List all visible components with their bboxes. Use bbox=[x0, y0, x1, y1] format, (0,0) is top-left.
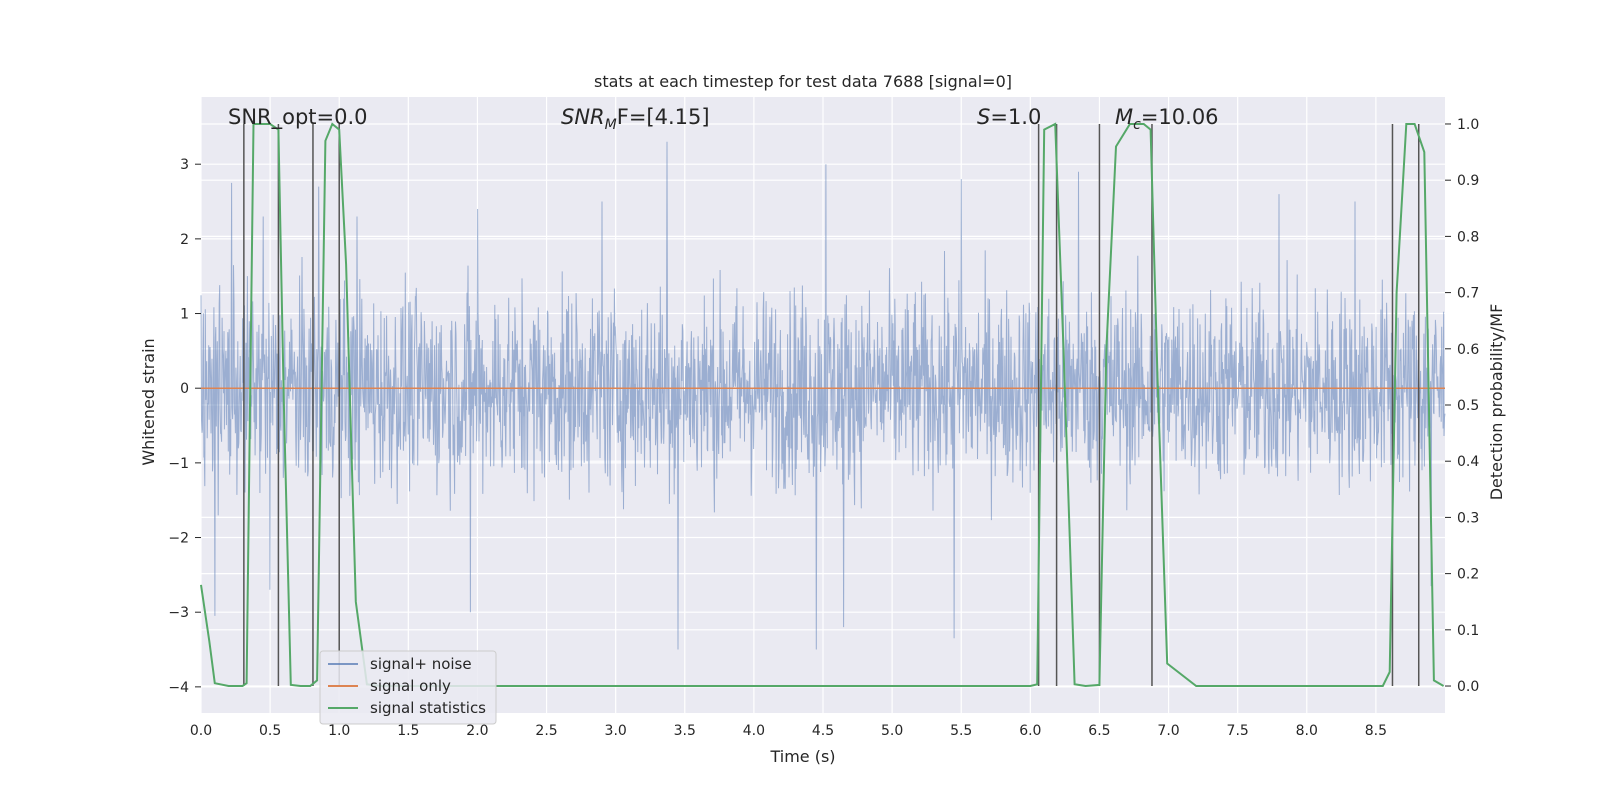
x-tick-label: 4.5 bbox=[812, 723, 834, 739]
y2-tick-label: 0.3 bbox=[1457, 510, 1479, 526]
x-tick-label: 2.5 bbox=[535, 723, 557, 739]
annotation-s-value: =1.0 bbox=[990, 105, 1041, 129]
y2-tick-label: 0.9 bbox=[1457, 173, 1479, 189]
x-tick-label: 3.0 bbox=[605, 723, 627, 739]
legend-label-signal-only: signal only bbox=[370, 677, 451, 695]
x-tick-label: 1.0 bbox=[328, 723, 350, 739]
x-tick-label: 7.5 bbox=[1227, 723, 1249, 739]
y2-tick-label: 0.1 bbox=[1457, 623, 1479, 639]
x-tick-label: 3.5 bbox=[674, 723, 696, 739]
vertical-markers bbox=[243, 123, 1420, 687]
annotation-snr-mf: SNRMF=[4.15] bbox=[561, 105, 710, 133]
x-tick-label: 8.0 bbox=[1296, 723, 1318, 739]
y2-tick-label: 0.8 bbox=[1457, 229, 1479, 245]
y-tick-label: 1 bbox=[180, 307, 189, 323]
y2-tick-label: 0.4 bbox=[1457, 454, 1479, 470]
series-signal-noise bbox=[200, 141, 1446, 650]
x-tick-label: 6.0 bbox=[1019, 723, 1041, 739]
annotation-snr-mf-value: F=[4.15] bbox=[617, 105, 710, 129]
y-tick-label: 0 bbox=[180, 381, 189, 397]
annotation-snr-mf-subscript: M bbox=[605, 117, 617, 133]
legend-label-signal-noise: signal+ noise bbox=[370, 655, 472, 673]
y-tick-label: −2 bbox=[168, 531, 189, 547]
annotation-mc-symbol: M bbox=[1115, 105, 1133, 129]
annotation-mc: Mc=10.06 bbox=[1115, 105, 1219, 133]
x-tick-label: 1.5 bbox=[397, 723, 419, 739]
x-tick-label: 2.0 bbox=[466, 723, 488, 739]
noise-trace-line bbox=[200, 141, 1446, 650]
y2-tick-label: 1.0 bbox=[1457, 117, 1479, 133]
annotation-s-symbol: S bbox=[977, 105, 990, 129]
annotation-snr-opt: SNR_opt=0.0 bbox=[228, 105, 368, 130]
x-tick-label: 0.0 bbox=[190, 723, 212, 739]
legend-label-signal-statistics: signal statistics bbox=[370, 699, 486, 717]
y2-tick-label: 0.2 bbox=[1457, 567, 1479, 583]
y-tick-label: 2 bbox=[180, 232, 189, 248]
y-tick-label: −4 bbox=[168, 680, 189, 696]
y2-tick-label: 0.5 bbox=[1457, 398, 1479, 414]
x-tick-label: 8.5 bbox=[1365, 723, 1387, 739]
legend-frame bbox=[319, 650, 497, 725]
chart-title: stats at each timestep for test data 768… bbox=[594, 72, 1012, 91]
y-tick-label: −3 bbox=[168, 605, 189, 621]
x-tick-label: 5.0 bbox=[881, 723, 903, 739]
x-tick-label: 5.5 bbox=[950, 723, 972, 739]
y2-axis-label: Detection probability/MF bbox=[1487, 304, 1506, 501]
y2-tick-label: 0.7 bbox=[1457, 286, 1479, 302]
annotation-s: S=1.0 bbox=[977, 105, 1041, 129]
x-tick-label: 4.0 bbox=[743, 723, 765, 739]
legend: signal+ noise signal only signal statist… bbox=[319, 650, 497, 725]
y-axis-label: Whitened strain bbox=[139, 338, 158, 465]
x-tick-label: 7.0 bbox=[1157, 723, 1179, 739]
x-tick-label: 6.5 bbox=[1088, 723, 1110, 739]
x-tick-label: 0.5 bbox=[259, 723, 281, 739]
annotation-mc-value: =10.06 bbox=[1141, 105, 1219, 129]
annotation-snr-mf-symbol: SNR bbox=[561, 105, 605, 129]
y2-tick-label: 0.0 bbox=[1457, 679, 1479, 695]
signal-statistics-line bbox=[200, 122, 1445, 688]
y2-tick-label: 0.6 bbox=[1457, 342, 1479, 358]
y-tick-label: 3 bbox=[180, 157, 189, 173]
x-axis-label: Time (s) bbox=[769, 747, 835, 766]
axis-ticks: 0.0 0.5 1.0 1.5 2.0 2.5 3.0 3.5 4.0 4.5 5.0 5.5 6.0 6… bbox=[168, 117, 1479, 739]
annotation-mc-subscript: c bbox=[1133, 117, 1141, 133]
y-tick-label: −1 bbox=[168, 456, 189, 472]
series-signal-statistics bbox=[200, 122, 1445, 688]
